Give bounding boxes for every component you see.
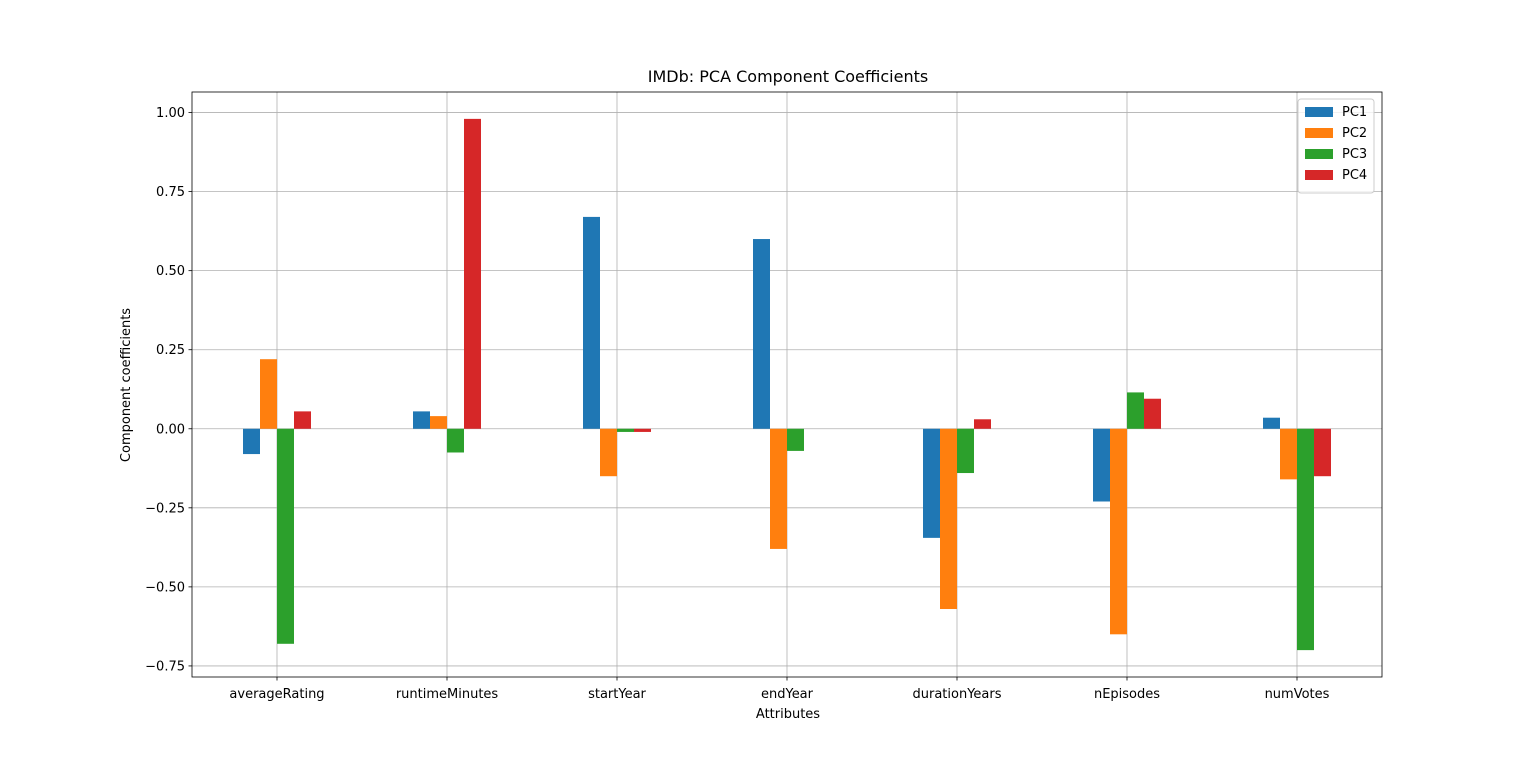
axes-layer: 1.00 0.75 0.50 0.25 0.00 −0.25 −0.50 −0.75 avera…: [145, 91, 1383, 702]
legend-label-pc4: PC4: [1342, 168, 1367, 183]
x-tick-label: durationYears: [912, 687, 1001, 702]
bar-pc4-runtimeMinutes: [464, 118, 481, 429]
y-axis-label: Component coefficients: [119, 308, 134, 462]
bar-pc4-numVotes: [1314, 428, 1331, 477]
x-tick-label: averageRating: [229, 687, 324, 702]
y-tick-label: −0.25: [145, 501, 185, 516]
legend: PC1 PC2 PC3 PC4: [1297, 98, 1375, 194]
bar-pc4-startYear: [634, 428, 651, 432]
bar-pc1-averageRating: [243, 428, 260, 455]
legend-box: [1297, 98, 1375, 194]
bar-pc1-startYear: [583, 216, 600, 429]
bar-pc3-numVotes: [1297, 428, 1314, 651]
x-tick-label: runtimeMinutes: [396, 687, 499, 702]
bar-pc2-nEpisodes: [1110, 428, 1127, 635]
bar-pc4-averageRating: [294, 411, 311, 429]
y-tick-label: 0.50: [156, 264, 185, 279]
x-tick-label: nEpisodes: [1094, 687, 1160, 702]
bar-pc3-nEpisodes: [1127, 392, 1144, 429]
bar-pc1-nEpisodes: [1093, 428, 1110, 502]
bar-pc1-durationYears: [923, 428, 940, 538]
bar-pc1-endYear: [753, 239, 770, 429]
x-tick-label: numVotes: [1265, 687, 1330, 702]
bar-pc3-averageRating: [277, 428, 294, 644]
bar-pc2-numVotes: [1280, 428, 1297, 480]
y-tick-label: 0.25: [156, 343, 185, 358]
bar-pc3-endYear: [787, 428, 804, 451]
y-tick-label: 1.00: [156, 106, 185, 121]
bar-pc2-durationYears: [940, 428, 957, 610]
bar-pc3-startYear: [617, 428, 634, 432]
chart-title: IMDb: PCA Component Coefficients: [648, 67, 928, 86]
legend-label-pc1: PC1: [1342, 105, 1367, 120]
bar-pc3-runtimeMinutes: [447, 428, 464, 453]
legend-label-pc2: PC2: [1342, 126, 1367, 141]
bar-pc2-averageRating: [260, 359, 277, 429]
y-tick-label: 0.75: [156, 185, 185, 200]
legend-swatch-pc1: [1305, 107, 1333, 117]
legend-swatch-pc4: [1305, 170, 1333, 180]
y-tick-label: 0.00: [156, 422, 185, 437]
legend-swatch-pc2: [1305, 128, 1333, 138]
x-tick-label: endYear: [761, 687, 814, 702]
bar-pc2-endYear: [770, 428, 787, 549]
legend-label-pc3: PC3: [1342, 147, 1367, 162]
x-tick-label: startYear: [588, 687, 646, 702]
bar-pc1-numVotes: [1263, 417, 1280, 429]
plot-frame: [191, 91, 1383, 678]
y-tick-label: −0.50: [145, 580, 185, 595]
grid-layer: [192, 92, 1382, 677]
bars-layer: [243, 118, 1331, 651]
bar-pc2-runtimeMinutes: [430, 416, 447, 429]
bar-pc4-nEpisodes: [1144, 398, 1161, 429]
x-axis-label: Attributes: [756, 707, 820, 722]
bar-pc2-startYear: [600, 428, 617, 477]
legend-swatch-pc3: [1305, 149, 1333, 159]
bar-pc4-durationYears: [974, 419, 991, 429]
bar-pc1-runtimeMinutes: [413, 411, 430, 429]
bar-pc3-durationYears: [957, 428, 974, 474]
y-tick-label: −0.75: [145, 659, 185, 674]
